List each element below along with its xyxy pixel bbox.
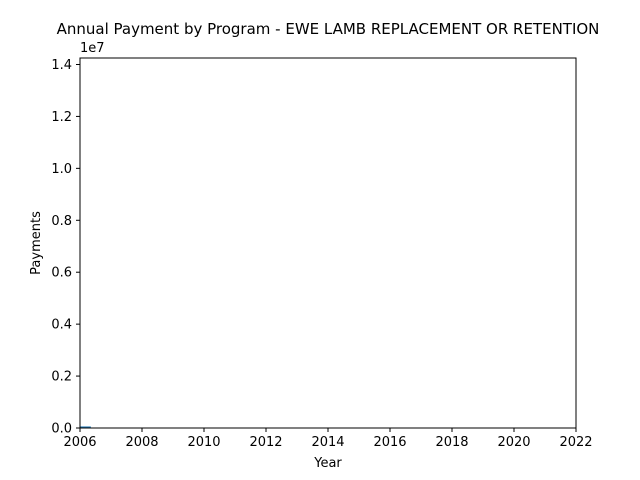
x-tick-label: 2012 — [249, 435, 282, 450]
y-axis-offset-label: 1e7 — [80, 41, 105, 56]
x-tick-label: 2008 — [125, 435, 158, 450]
x-tick-label: 2016 — [373, 435, 406, 450]
x-tick-label: 2018 — [435, 435, 468, 450]
x-tick-label: 2022 — [559, 435, 592, 450]
x-tick-label: 2006 — [63, 435, 96, 450]
plot-area — [80, 58, 576, 428]
x-tick-label: 2020 — [497, 435, 530, 450]
y-tick-label: 0.4 — [51, 318, 72, 333]
chart-title: Annual Payment by Program - EWE LAMB REP… — [57, 20, 600, 38]
y-tick-label: 1.2 — [51, 110, 72, 125]
x-tick-label: 2010 — [187, 435, 220, 450]
y-axis-label: Payments — [29, 211, 44, 275]
x-tick-label: 2014 — [311, 435, 344, 450]
y-tick-label: 0.6 — [51, 266, 72, 281]
x-axis-ticks: 2006 2008 2010 2012 2014 2016 2018 2020 2022 — [63, 428, 593, 450]
y-tick-label: 0.8 — [51, 214, 72, 229]
y-axis-ticks: 0.0 0.2 0.4 0.6 0.8 1.0 1.2 1.4 — [51, 58, 80, 437]
y-tick-label: 1.0 — [51, 162, 72, 177]
y-tick-label: 0.0 — [51, 422, 72, 437]
y-tick-label: 1.4 — [51, 58, 72, 73]
y-tick-label: 0.2 — [51, 370, 72, 385]
x-axis-label: Year — [313, 456, 342, 471]
